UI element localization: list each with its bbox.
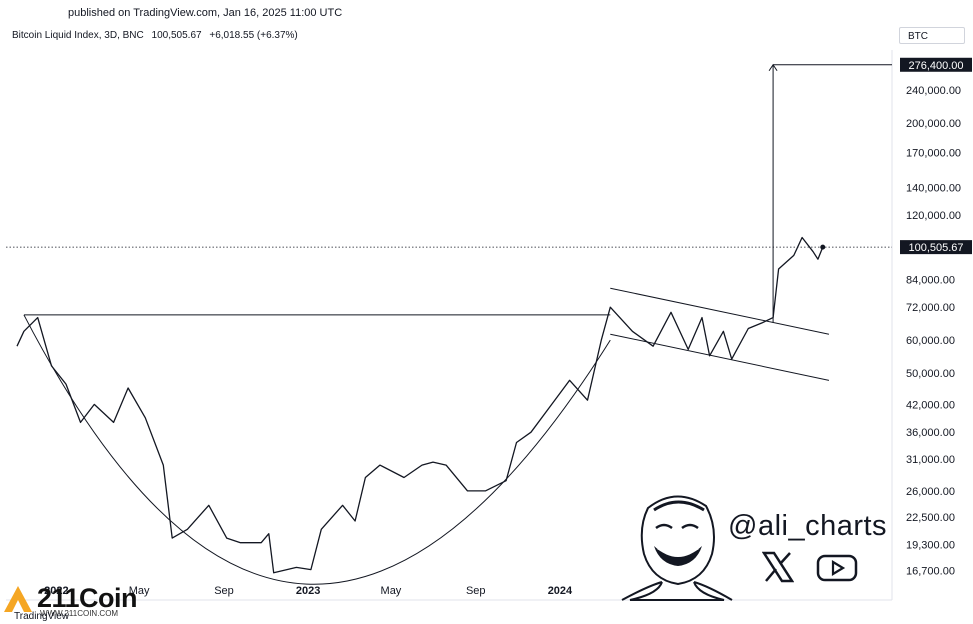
- x-tick-label-4: May: [381, 585, 402, 597]
- y-tick-label-0: 16,700.00: [906, 566, 955, 578]
- y-tick-label-12: 140,000.00: [906, 182, 961, 194]
- y-tick-label-2: 22,500.00: [906, 512, 955, 524]
- x-icon: [762, 551, 794, 583]
- y-tick-label-9: 72,000.00: [906, 302, 955, 314]
- x-tick-label-6: 2024: [548, 585, 573, 597]
- target-price-badge-bg: [900, 57, 972, 72]
- current-price-badge: 100,505.67: [908, 242, 963, 254]
- y-tick-label-4: 31,000.00: [906, 454, 955, 466]
- y-tick-label-6: 42,000.00: [906, 399, 955, 411]
- y-tick-label-8: 60,000.00: [906, 335, 955, 347]
- y-tick-label-10: 84,000.00: [906, 274, 955, 286]
- x-tick-label-0: 2022: [44, 585, 68, 597]
- x-tick-label-5: Sep: [466, 585, 486, 597]
- published-note: published on TradingView.com, Jan 16, 20…: [68, 7, 343, 19]
- brand-logo-icon: [4, 586, 32, 612]
- current-price-badge-bg: [900, 240, 972, 255]
- youtube-icon: [816, 554, 858, 582]
- cup-arc: [23, 314, 611, 585]
- y-tick-label-11: 120,000.00: [906, 210, 961, 222]
- cartoon-face-icon: [621, 495, 733, 601]
- brand-url: WWW.211COIN.COM: [40, 609, 119, 618]
- platform-label: TradingView: [14, 611, 70, 622]
- last-price-point: [820, 244, 826, 250]
- x-tick-label-1: May: [129, 585, 150, 597]
- y-tick-label-14: 200,000.00: [906, 118, 961, 130]
- symbol-label: Bitcoin Liquid Index, 3D, BNC: [12, 30, 144, 41]
- price-series-line: [16, 236, 824, 574]
- y-tick-label-3: 26,000.00: [906, 486, 955, 498]
- brand-name: 211Coin: [37, 583, 138, 613]
- y-tick-label-13: 170,000.00: [906, 147, 961, 159]
- x-tick-label-2: Sep: [214, 585, 234, 597]
- chart-legend: Bitcoin Liquid Index, 3D, BNC 100,505.67…: [12, 30, 303, 41]
- target-price-badge: 276,400.00: [908, 60, 963, 72]
- ticker-badge[interactable]: BTC: [899, 27, 965, 44]
- flag-upper-line: [610, 287, 830, 335]
- y-tick-label-15: 240,000.00: [906, 85, 961, 97]
- y-tick-label-1: 19,300.00: [906, 540, 955, 552]
- y-tick-label-5: 36,000.00: [906, 427, 955, 439]
- y-tick-label-7: 50,000.00: [906, 368, 955, 380]
- current-price: 100,505.67: [151, 30, 202, 41]
- price-change: +6,018.55 (+6.37%): [209, 30, 298, 41]
- x-tick-label-3: 2023: [296, 585, 320, 597]
- author-watermark: @ali_charts: [728, 510, 888, 542]
- flag-lower-line: [610, 333, 830, 381]
